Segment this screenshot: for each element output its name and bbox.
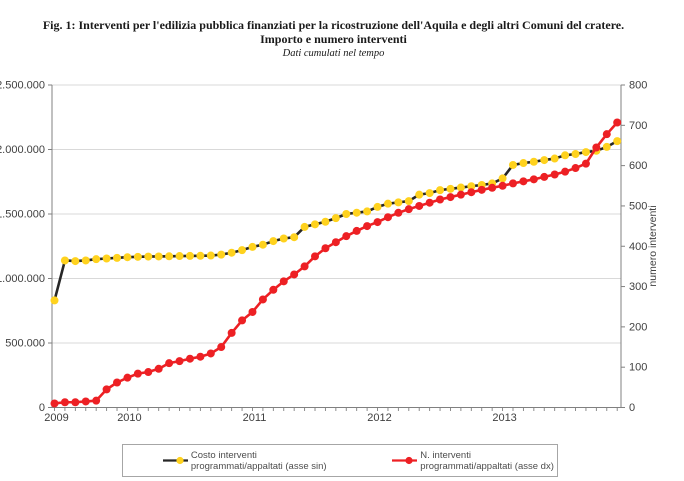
svg-text:400: 400: [629, 241, 647, 253]
right-axis-title: numero interventi: [647, 205, 659, 286]
legend-label-interventi: N. interventi programmati/appaltati (ass…: [420, 449, 554, 472]
svg-text:0: 0: [39, 402, 45, 414]
svg-text:2.000.000: 2.000.000: [0, 144, 45, 156]
svg-text:1.000.000: 1.000.000: [0, 273, 45, 285]
chart-legend: Costo interventi programmati/appaltati (…: [122, 444, 558, 477]
interventi-series: [50, 118, 622, 408]
left-axis-labels: 0 500.000 1.000.000 1.500.000 2.000.000 2.500…: [0, 80, 52, 414]
svg-text:500.000: 500.000: [5, 338, 45, 350]
svg-text:200: 200: [629, 321, 647, 333]
svg-text:2010: 2010: [117, 412, 141, 424]
legend-item-costo: Costo interventi programmati/appaltati (…: [163, 450, 340, 472]
chart-subtitle: Importo e numero interventi: [260, 32, 407, 46]
legend-label-costo: Costo interventi programmati/appaltati (…: [190, 449, 327, 472]
svg-text:2011: 2011: [243, 412, 267, 424]
x-axis-year-labels: 2009 2010 2011 2012 2013: [44, 412, 517, 424]
chart-note: Dati cumulati nel tempo: [282, 48, 385, 59]
svg-text:600: 600: [629, 160, 647, 172]
costo-series-marker-icon: [163, 456, 188, 465]
svg-text:700: 700: [629, 120, 647, 132]
svg-text:2.500.000: 2.500.000: [0, 80, 45, 92]
svg-text:2013: 2013: [492, 412, 516, 424]
right-axis-labels: 0 100 200 300 400 500 600 700 800: [621, 80, 647, 414]
svg-text:500: 500: [629, 200, 647, 212]
svg-text:800: 800: [629, 80, 647, 92]
x-axis-ticks: [54, 407, 618, 411]
costo-series: [50, 137, 622, 305]
svg-text:2009: 2009: [44, 412, 68, 424]
svg-text:1.500.000: 1.500.000: [0, 209, 45, 221]
axes: 0 500.000 1.000.000 1.500.000 2.000.000 2.500…: [0, 80, 647, 415]
svg-text:0: 0: [629, 402, 635, 414]
svg-text:numero interventi: numero interventi: [647, 205, 659, 286]
chart-title: Fig. 1: Interventi per l'edilizia pubbli…: [42, 18, 625, 32]
interventi-series-marker-icon: [392, 456, 418, 465]
gridlines: [52, 84, 621, 344]
chart-title-block: Fig. 1: Interventi per l'edilizia pubbli…: [6, 18, 661, 60]
legend-item-interventi: N. interventi programmati/appaltati (ass…: [392, 450, 557, 472]
svg-text:100: 100: [629, 362, 647, 374]
svg-text:300: 300: [629, 281, 647, 293]
svg-text:2012: 2012: [367, 412, 391, 424]
